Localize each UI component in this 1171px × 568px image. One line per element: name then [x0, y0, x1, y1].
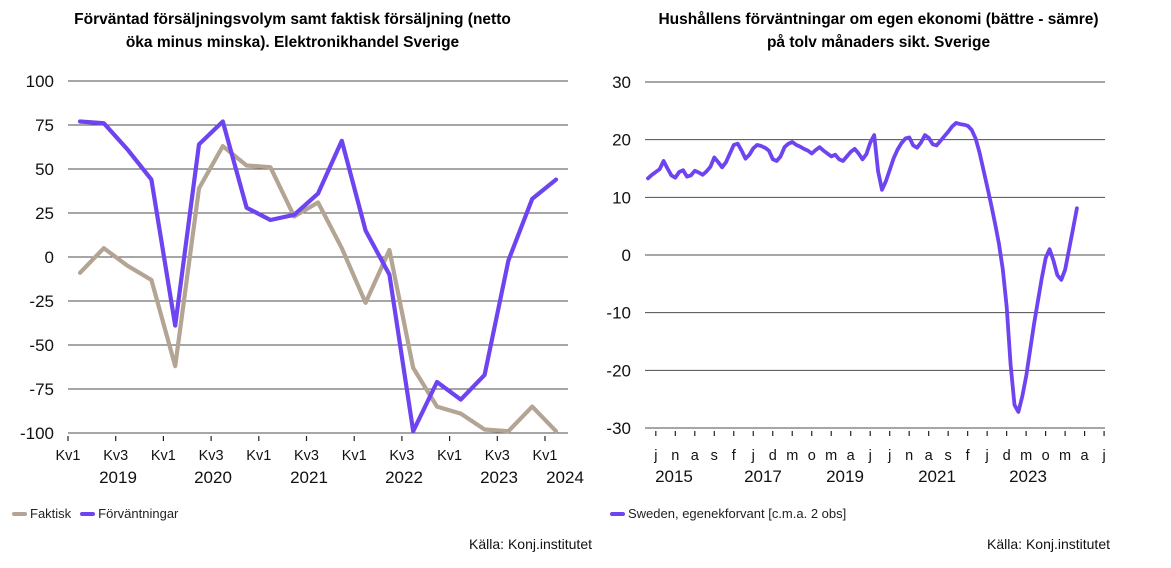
y-axis-label: -25 [29, 292, 54, 311]
series-line [646, 121, 1079, 414]
legend-label: Förväntningar [98, 506, 179, 521]
y-axis-label: 100 [26, 72, 54, 91]
x-axis-tick-label: Kv1 [342, 448, 367, 464]
x-axis-tick-label: s [711, 448, 718, 464]
x-axis-tick-label: m [786, 448, 798, 464]
legend-item-sweden: Sweden, egenekforvant [c.m.a. 2 obs] [610, 506, 846, 521]
x-axis-tick-label: j [868, 448, 872, 464]
x-axis-tick-label: o [1042, 448, 1050, 464]
x-axis-tick-label: Kv1 [56, 448, 81, 464]
y-axis-label: -75 [29, 380, 54, 399]
x-axis-tick-label: j [1101, 448, 1105, 464]
y-axis-label: -10 [606, 304, 631, 323]
legend-swatch-forvantningar [80, 511, 96, 516]
y-axis-label: 25 [35, 204, 54, 223]
x-axis-tick-label: j [887, 448, 891, 464]
x-axis-tick-label: n [671, 448, 679, 464]
x-axis-tick-label: Kv3 [199, 448, 224, 464]
source-attribution: Källa: Konj.institutet [987, 536, 1110, 552]
x-axis-tick-label: m [825, 448, 837, 464]
x-axis-tick-label: Kv1 [246, 448, 271, 464]
legend-label: Sweden, egenekforvant [c.m.a. 2 obs] [628, 506, 847, 521]
x-axis-year-label: 2020 [194, 468, 232, 487]
legend-item-faktisk: Faktisk [12, 506, 71, 521]
x-axis-year-label: 2017 [744, 467, 782, 486]
x-axis-tick-label: f [966, 448, 971, 464]
x-axis-tick-label: j [985, 448, 989, 464]
x-axis-tick-label: Kv1 [533, 448, 558, 464]
x-axis-year-label: 2021 [290, 468, 328, 487]
legend-item-forvantningar: Förväntningar [80, 506, 178, 521]
x-axis-tick-label: m [1059, 448, 1071, 464]
x-axis-tick-label: Kv3 [485, 448, 510, 464]
x-axis-tick-label: m [1020, 448, 1032, 464]
chart-title-line1: Hushållens förväntningar om egen ekonomi… [658, 11, 1099, 28]
x-axis-tick-label: Kv3 [103, 448, 128, 464]
x-axis-year-label: 2022 [385, 468, 423, 487]
chart-title-line2: på tolv månaders sikt. Sverige [766, 34, 991, 51]
legend: Sweden, egenekforvant [c.m.a. 2 obs] [610, 506, 846, 521]
x-axis-tick-label: o [808, 448, 816, 464]
x-axis-tick-label: d [769, 448, 777, 464]
legend-label: Faktisk [30, 506, 72, 521]
chart-title-line2: öka minus minska). Elektronikhandel Sver… [125, 34, 460, 51]
x-axis-tick-label: a [925, 448, 934, 464]
x-axis-tick-label: j [653, 448, 657, 464]
x-axis-year-label: 2024 [546, 468, 584, 487]
y-axis-label: 50 [35, 160, 54, 179]
chart-title-line1: Förväntad försäljningsvolym samt faktisk… [74, 11, 511, 28]
y-axis-label: 0 [45, 248, 54, 267]
chart-title: Hushållens förväntningar om egen ekonomi… [586, 8, 1171, 54]
legend-swatch-faktisk [12, 511, 27, 516]
x-axis-year-label: 2019 [99, 468, 137, 487]
x-axis-tick-label: a [847, 448, 856, 464]
x-axis-tick-label: a [691, 448, 700, 464]
y-axis-label: 20 [612, 131, 631, 150]
x-axis-tick-label: d [1003, 448, 1011, 464]
x-axis-year-label: 2015 [655, 467, 693, 486]
x-axis-tick-label: Kv1 [437, 448, 462, 464]
chart-panel-electronics-sales: Förväntad försäljningsvolym samt faktisk… [0, 0, 585, 568]
y-axis-label: 75 [35, 116, 54, 135]
x-axis-tick-label: a [1081, 448, 1090, 464]
y-axis-label: 0 [622, 246, 631, 265]
x-axis-tick-label: j [751, 448, 755, 464]
y-axis-label: -20 [606, 361, 631, 380]
x-axis-year-label: 2023 [1009, 467, 1047, 486]
source-attribution: Källa: Konj.institutet [469, 536, 592, 552]
x-axis-year-label: 2023 [480, 468, 518, 487]
y-axis-label: -100 [20, 424, 54, 443]
x-axis-year-label: 2019 [826, 467, 864, 486]
chart-title: Förväntad försäljningsvolym samt faktisk… [0, 8, 585, 54]
chart-panel-household-expectations: Hushållens förväntningar om egen ekonomi… [586, 0, 1171, 568]
y-axis-label: 30 [612, 73, 631, 92]
x-axis-tick-label: s [945, 448, 952, 464]
legend: Faktisk Förväntningar [12, 506, 178, 521]
y-axis-label: -30 [606, 419, 631, 438]
x-axis-tick-label: f [732, 448, 737, 464]
y-axis-label: -50 [29, 336, 54, 355]
x-axis-tick-label: Kv3 [389, 448, 414, 464]
x-axis-tick-label: n [905, 448, 913, 464]
series-line [77, 143, 559, 434]
x-axis-tick-label: Kv3 [294, 448, 319, 464]
y-axis-label: 10 [612, 188, 631, 207]
x-axis-tick-label: Kv1 [151, 448, 176, 464]
series-line [77, 119, 559, 434]
x-axis-year-label: 2021 [918, 467, 956, 486]
legend-swatch-sweden [610, 511, 625, 516]
